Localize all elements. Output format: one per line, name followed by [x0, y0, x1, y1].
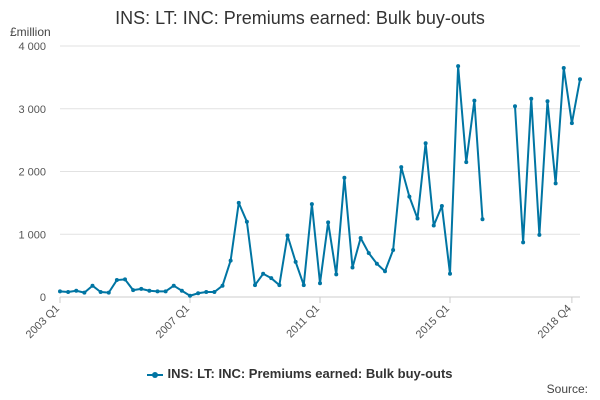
- data-point: [114, 278, 119, 283]
- data-point: [342, 175, 347, 180]
- data-point: [106, 290, 111, 295]
- data-point: [399, 165, 404, 170]
- series-line-segment: [514, 66, 581, 244]
- data-point: [90, 283, 95, 288]
- data-point: [326, 220, 331, 225]
- data-point: [236, 200, 241, 205]
- data-point: [439, 204, 444, 209]
- data-point: [204, 289, 209, 294]
- y-axis: 0 1 000 2 000 3 000 4 000: [18, 41, 46, 304]
- data-point: [277, 283, 282, 288]
- data-point: [123, 277, 127, 282]
- data-point: [374, 261, 379, 266]
- source-label: Source:: [546, 382, 588, 396]
- data-point: [358, 236, 363, 241]
- legend[interactable]: INS: LT: INC: Premiums earned: Bulk buy-…: [0, 366, 600, 381]
- data-point: [309, 202, 314, 207]
- x-axis: 2003 Q1 2007 Q1 2011 Q1 2015 Q1 2018 Q4: [24, 296, 580, 341]
- data-point: [269, 276, 274, 281]
- data-point: [537, 232, 542, 237]
- data-point: [318, 281, 322, 286]
- data-point: [253, 283, 257, 288]
- data-point: [171, 283, 176, 288]
- x-tick-label: 2003 Q1: [24, 303, 62, 341]
- data-point: [293, 259, 298, 264]
- data-point: [58, 289, 62, 294]
- data-point: [139, 286, 144, 291]
- data-point: [545, 99, 550, 104]
- data-point: [261, 271, 266, 276]
- data-point: [472, 98, 477, 103]
- data-point: [228, 258, 233, 263]
- data-point: [480, 217, 485, 222]
- data-point: [179, 288, 184, 293]
- data-point: [220, 283, 225, 288]
- data-point: [82, 290, 87, 295]
- data-point: [464, 160, 469, 165]
- data-point: [423, 141, 428, 146]
- data-point: [131, 288, 136, 293]
- data-point: [334, 272, 339, 277]
- data-point: [407, 194, 412, 199]
- y-tick-label: 1 000: [18, 229, 46, 241]
- data-point: [244, 219, 249, 224]
- data-point: [212, 289, 217, 294]
- data-point: [301, 283, 306, 288]
- data-point: [431, 223, 436, 228]
- data-point: [569, 121, 574, 126]
- chart-title: INS: LT: INC: Premiums earned: Bulk buy-…: [115, 8, 485, 28]
- data-point: [383, 269, 387, 274]
- data-point: [74, 288, 79, 293]
- data-point: [513, 104, 517, 109]
- data-point: [366, 251, 371, 256]
- legend-label: INS: LT: INC: Premiums earned: Bulk buy-…: [167, 366, 453, 381]
- data-point: [521, 240, 526, 245]
- data-point: [415, 216, 420, 221]
- y-axis-unit: £million: [10, 25, 51, 39]
- data-point: [188, 293, 192, 298]
- data-point: [561, 65, 566, 70]
- data-point: [196, 291, 201, 296]
- data-point: [391, 247, 396, 252]
- series-line-segment: [59, 65, 484, 297]
- data-point: [163, 289, 168, 294]
- x-tick-label: 2011 Q1: [284, 303, 322, 341]
- x-tick-label: 2015 Q1: [414, 303, 452, 341]
- data-point: [578, 77, 582, 82]
- x-tick-label: 2018 Q4: [536, 303, 574, 341]
- series-line: [58, 64, 582, 298]
- data-point: [448, 271, 452, 276]
- data-point: [155, 289, 160, 294]
- data-point: [285, 233, 290, 238]
- gridlines: [60, 45, 580, 235]
- y-tick-label: 0: [40, 292, 46, 304]
- data-point: [350, 265, 355, 270]
- y-tick-label: 4 000: [18, 41, 46, 53]
- legend-swatch-icon: [147, 370, 164, 379]
- data-point: [553, 181, 558, 186]
- data-point: [529, 96, 534, 101]
- y-tick-label: 2 000: [18, 167, 46, 179]
- y-tick-label: 3 000: [18, 104, 46, 116]
- data-point: [147, 288, 152, 293]
- x-tick-label: 2007 Q1: [154, 303, 192, 341]
- data-point: [66, 289, 71, 294]
- data-point: [98, 289, 103, 294]
- data-point: [456, 64, 461, 69]
